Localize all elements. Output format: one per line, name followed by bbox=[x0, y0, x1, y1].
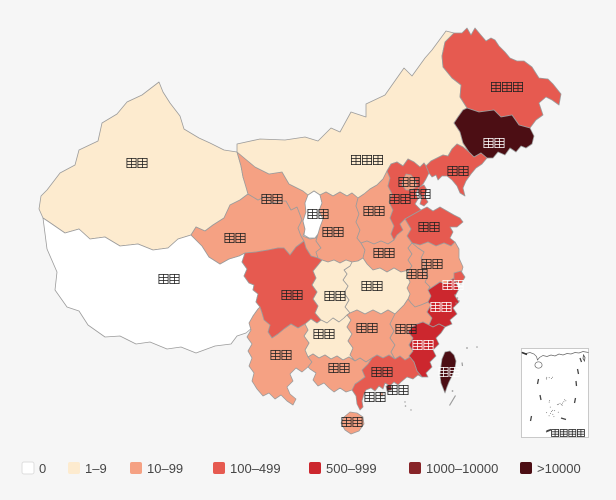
svg-text:10–99: 10–99 bbox=[147, 461, 183, 476]
svg-text:500–999: 500–999 bbox=[326, 461, 377, 476]
svg-text:100–499: 100–499 bbox=[230, 461, 281, 476]
svg-text:>10000: >10000 bbox=[537, 461, 581, 476]
svg-text:0: 0 bbox=[39, 461, 46, 476]
svg-text:1–9: 1–9 bbox=[85, 461, 107, 476]
svg-text:1000–10000: 1000–10000 bbox=[426, 461, 498, 476]
